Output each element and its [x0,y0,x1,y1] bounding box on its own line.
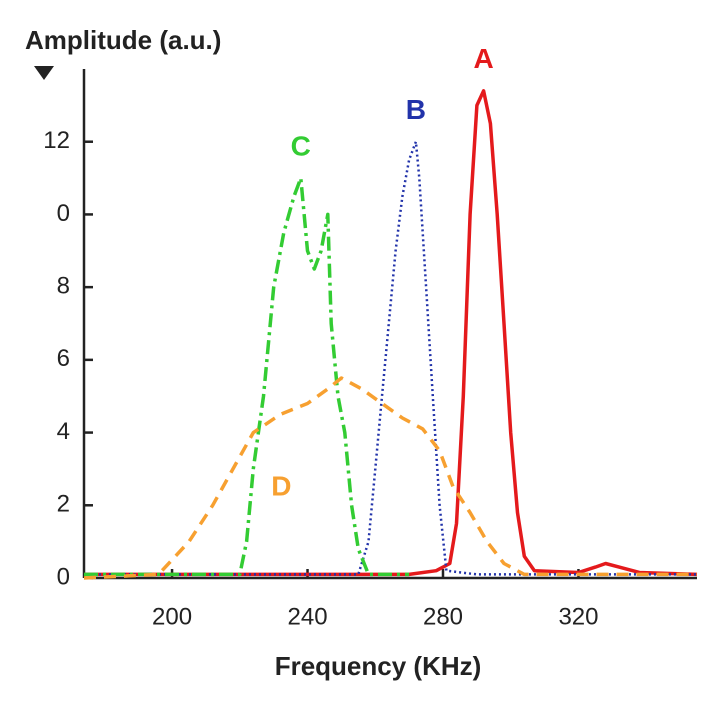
y-axis-title: Amplitude (a.u.) [25,25,221,55]
series-line [84,176,410,577]
x-tick-label: 280 [423,603,463,630]
y-tick-label: 2 [57,491,70,518]
series-label: D [271,470,291,501]
y-tick-label: 6 [57,345,70,372]
y-tick-label: 0 [57,563,70,590]
y-tick-label: 12 [43,127,70,154]
x-axis-title: Frequency (KHz) [275,651,482,681]
series-line [84,140,697,576]
series-label: C [291,130,311,161]
y-tick-label: 0 [57,200,70,227]
y-tick-label: 4 [57,418,70,445]
y-tick-label: 8 [57,272,70,299]
x-tick-label: 200 [152,603,192,630]
axis-arrow [34,66,54,80]
x-tick-label: 320 [558,603,598,630]
series-label: B [406,94,426,125]
series-label: A [474,43,494,74]
x-tick-label: 240 [288,603,328,630]
series-line [84,89,698,577]
series-line [83,376,697,580]
